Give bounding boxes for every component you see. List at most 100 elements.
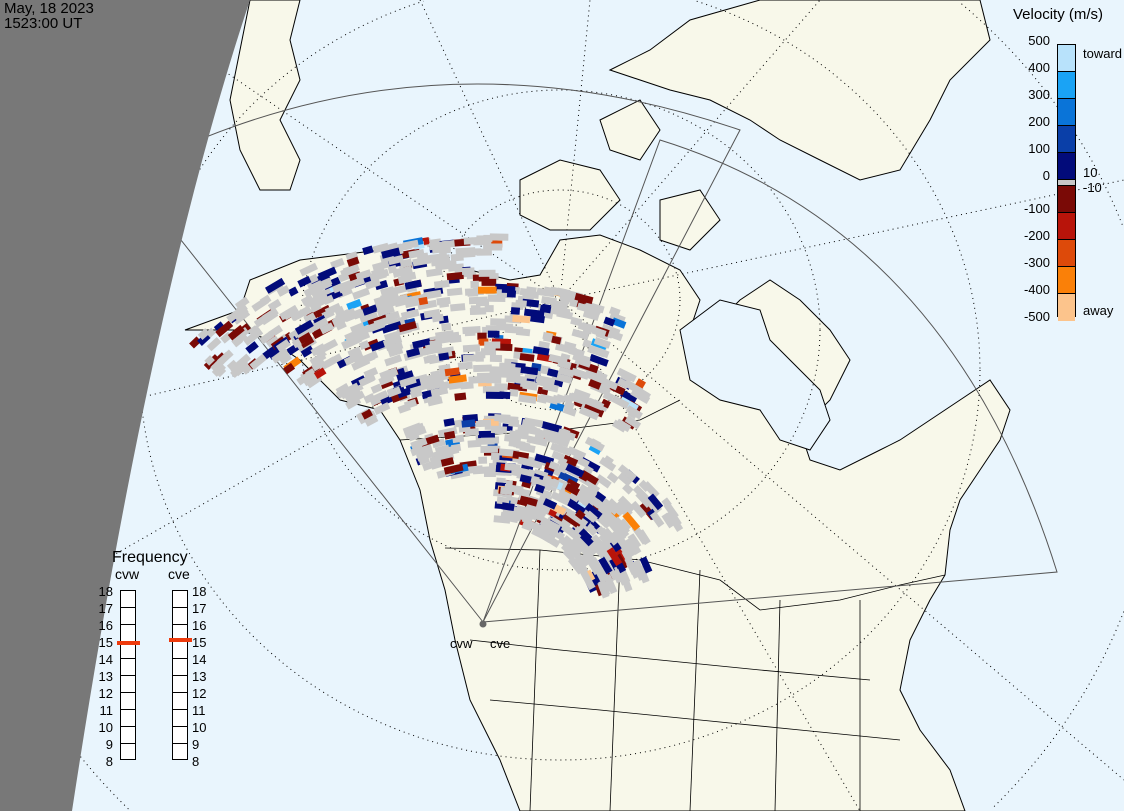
radar-echo-cell	[595, 474, 612, 489]
radar-echo-cell	[372, 259, 393, 272]
radar-echo-cell	[477, 430, 495, 439]
radar-echo-cell	[431, 313, 444, 323]
radar-echo-cell	[217, 349, 234, 366]
radar-echo-cell	[426, 378, 445, 390]
radar-echo-cell	[403, 398, 418, 410]
velocity-color-segment	[1058, 72, 1075, 99]
night-terminator	[0, 0, 250, 811]
radar-echo-cell	[562, 454, 579, 467]
radar-echo-cell	[602, 527, 620, 546]
away-label: away	[1083, 303, 1114, 318]
arctic-island	[659, 189, 721, 251]
radar-echo-cell	[364, 414, 379, 427]
radar-echo-cell	[468, 375, 488, 384]
radar-echo-cell	[412, 338, 431, 349]
toward-label: toward	[1083, 46, 1123, 61]
radar-echo-cell	[489, 354, 503, 363]
radar-echo-cell	[320, 277, 333, 288]
radar-echo-cell	[520, 507, 541, 520]
radar-echo-cell	[396, 265, 413, 276]
radar-echo-cell	[335, 320, 347, 331]
radar-echo-cell	[484, 305, 494, 313]
radar-echo-cell	[317, 266, 337, 281]
radar-echo-cell	[446, 287, 463, 297]
radar-echo-cell	[518, 394, 537, 404]
radar-echo-cell	[412, 256, 432, 267]
velocity-colorbar	[1057, 44, 1076, 321]
radar-echo-cell	[449, 331, 460, 340]
radar-echo-cell	[189, 336, 202, 349]
velocity-color-segment	[1058, 267, 1075, 294]
radar-echo-cell	[624, 556, 639, 575]
velocity-tick-label: 400	[1028, 60, 1050, 75]
radar-echo-cell	[346, 256, 360, 267]
frequency-tick-label: 16	[98, 618, 113, 633]
radar-echo-cell	[490, 452, 500, 461]
radar-echo-cell	[484, 341, 501, 349]
radar-echo-cell	[394, 296, 414, 308]
radar-echo-cell	[573, 388, 591, 401]
radar-echo-cell	[620, 389, 638, 404]
radar-echo-cell	[580, 570, 596, 591]
frequency-tick-label: 8	[105, 754, 113, 769]
velocity-tick-label: 300	[1028, 87, 1050, 102]
radar-echo-cell	[517, 456, 538, 468]
radar-echo-cell	[564, 482, 581, 496]
radar-echo-cell	[617, 464, 637, 482]
radar-echo-cell	[464, 328, 476, 337]
radar-echo-cell	[231, 336, 244, 348]
radar-echo-cell	[433, 279, 450, 289]
radar-echo-cell	[441, 322, 452, 332]
radar-echo-cell	[347, 382, 360, 394]
radar-echo-cells	[189, 233, 684, 599]
radar-echo-cell	[509, 388, 519, 397]
radar-echo-cell	[500, 511, 519, 522]
radar-echo-cell	[448, 374, 467, 384]
radar-echo-cell	[324, 353, 343, 368]
frequency-tick-label: 13	[192, 669, 207, 684]
radar-echo-cell	[330, 257, 345, 270]
radar-echo-cell	[620, 573, 633, 592]
radar-echo-cell	[271, 347, 290, 364]
radar-echo-cell	[556, 309, 574, 320]
radar-echo-cell	[624, 415, 642, 430]
frequency-tick-label: 17	[98, 601, 113, 616]
radar-echo-cell	[454, 392, 467, 401]
radar-echo-cell	[467, 439, 482, 448]
radar-echo-cell	[483, 243, 503, 251]
radar-echo-cell	[457, 361, 473, 370]
radar-echo-cell	[611, 419, 628, 433]
radar-echo-cell	[591, 326, 607, 338]
radar-echo-cell	[523, 308, 545, 318]
radar-echo-cell	[404, 279, 422, 290]
radar-echo-cell	[450, 303, 466, 312]
velocity-tick-label: 200	[1028, 114, 1050, 129]
radar-echo-cell	[475, 351, 486, 359]
radar-echo-cell	[548, 461, 560, 471]
radar-echo-cell	[362, 245, 374, 256]
radar-echo-cell	[574, 292, 594, 305]
velocity-tick-label: 0	[1042, 168, 1050, 183]
frequency-tick-label: 13	[98, 669, 113, 684]
radar-echo-cell	[345, 389, 363, 404]
radar-echo-cell	[617, 472, 633, 487]
frequency-marker-cvw	[117, 640, 140, 645]
radar-echo-cell	[475, 298, 490, 307]
radar-echo-cell	[543, 433, 556, 444]
radar-echo-cell	[541, 421, 563, 433]
frequency-tick-label: 12	[192, 686, 207, 701]
radar-echo-cell	[370, 339, 387, 352]
radar-echo-cell	[520, 366, 539, 376]
radar-echo-cell	[410, 445, 425, 457]
radar-echo-cell	[358, 340, 370, 350]
velocity-tick-label: 100	[1028, 141, 1050, 156]
radar-echo-cell	[253, 313, 270, 328]
velocity-small-negative: -10	[1083, 180, 1102, 195]
frequency-tick-label: 10	[192, 720, 207, 735]
frequency-tick-label: 18	[192, 584, 207, 599]
radar-echo-cell	[541, 475, 560, 489]
radar-echo-cell	[474, 419, 492, 428]
radar-echo-cell	[587, 481, 601, 494]
frequency-tick-label: 15	[192, 635, 207, 650]
